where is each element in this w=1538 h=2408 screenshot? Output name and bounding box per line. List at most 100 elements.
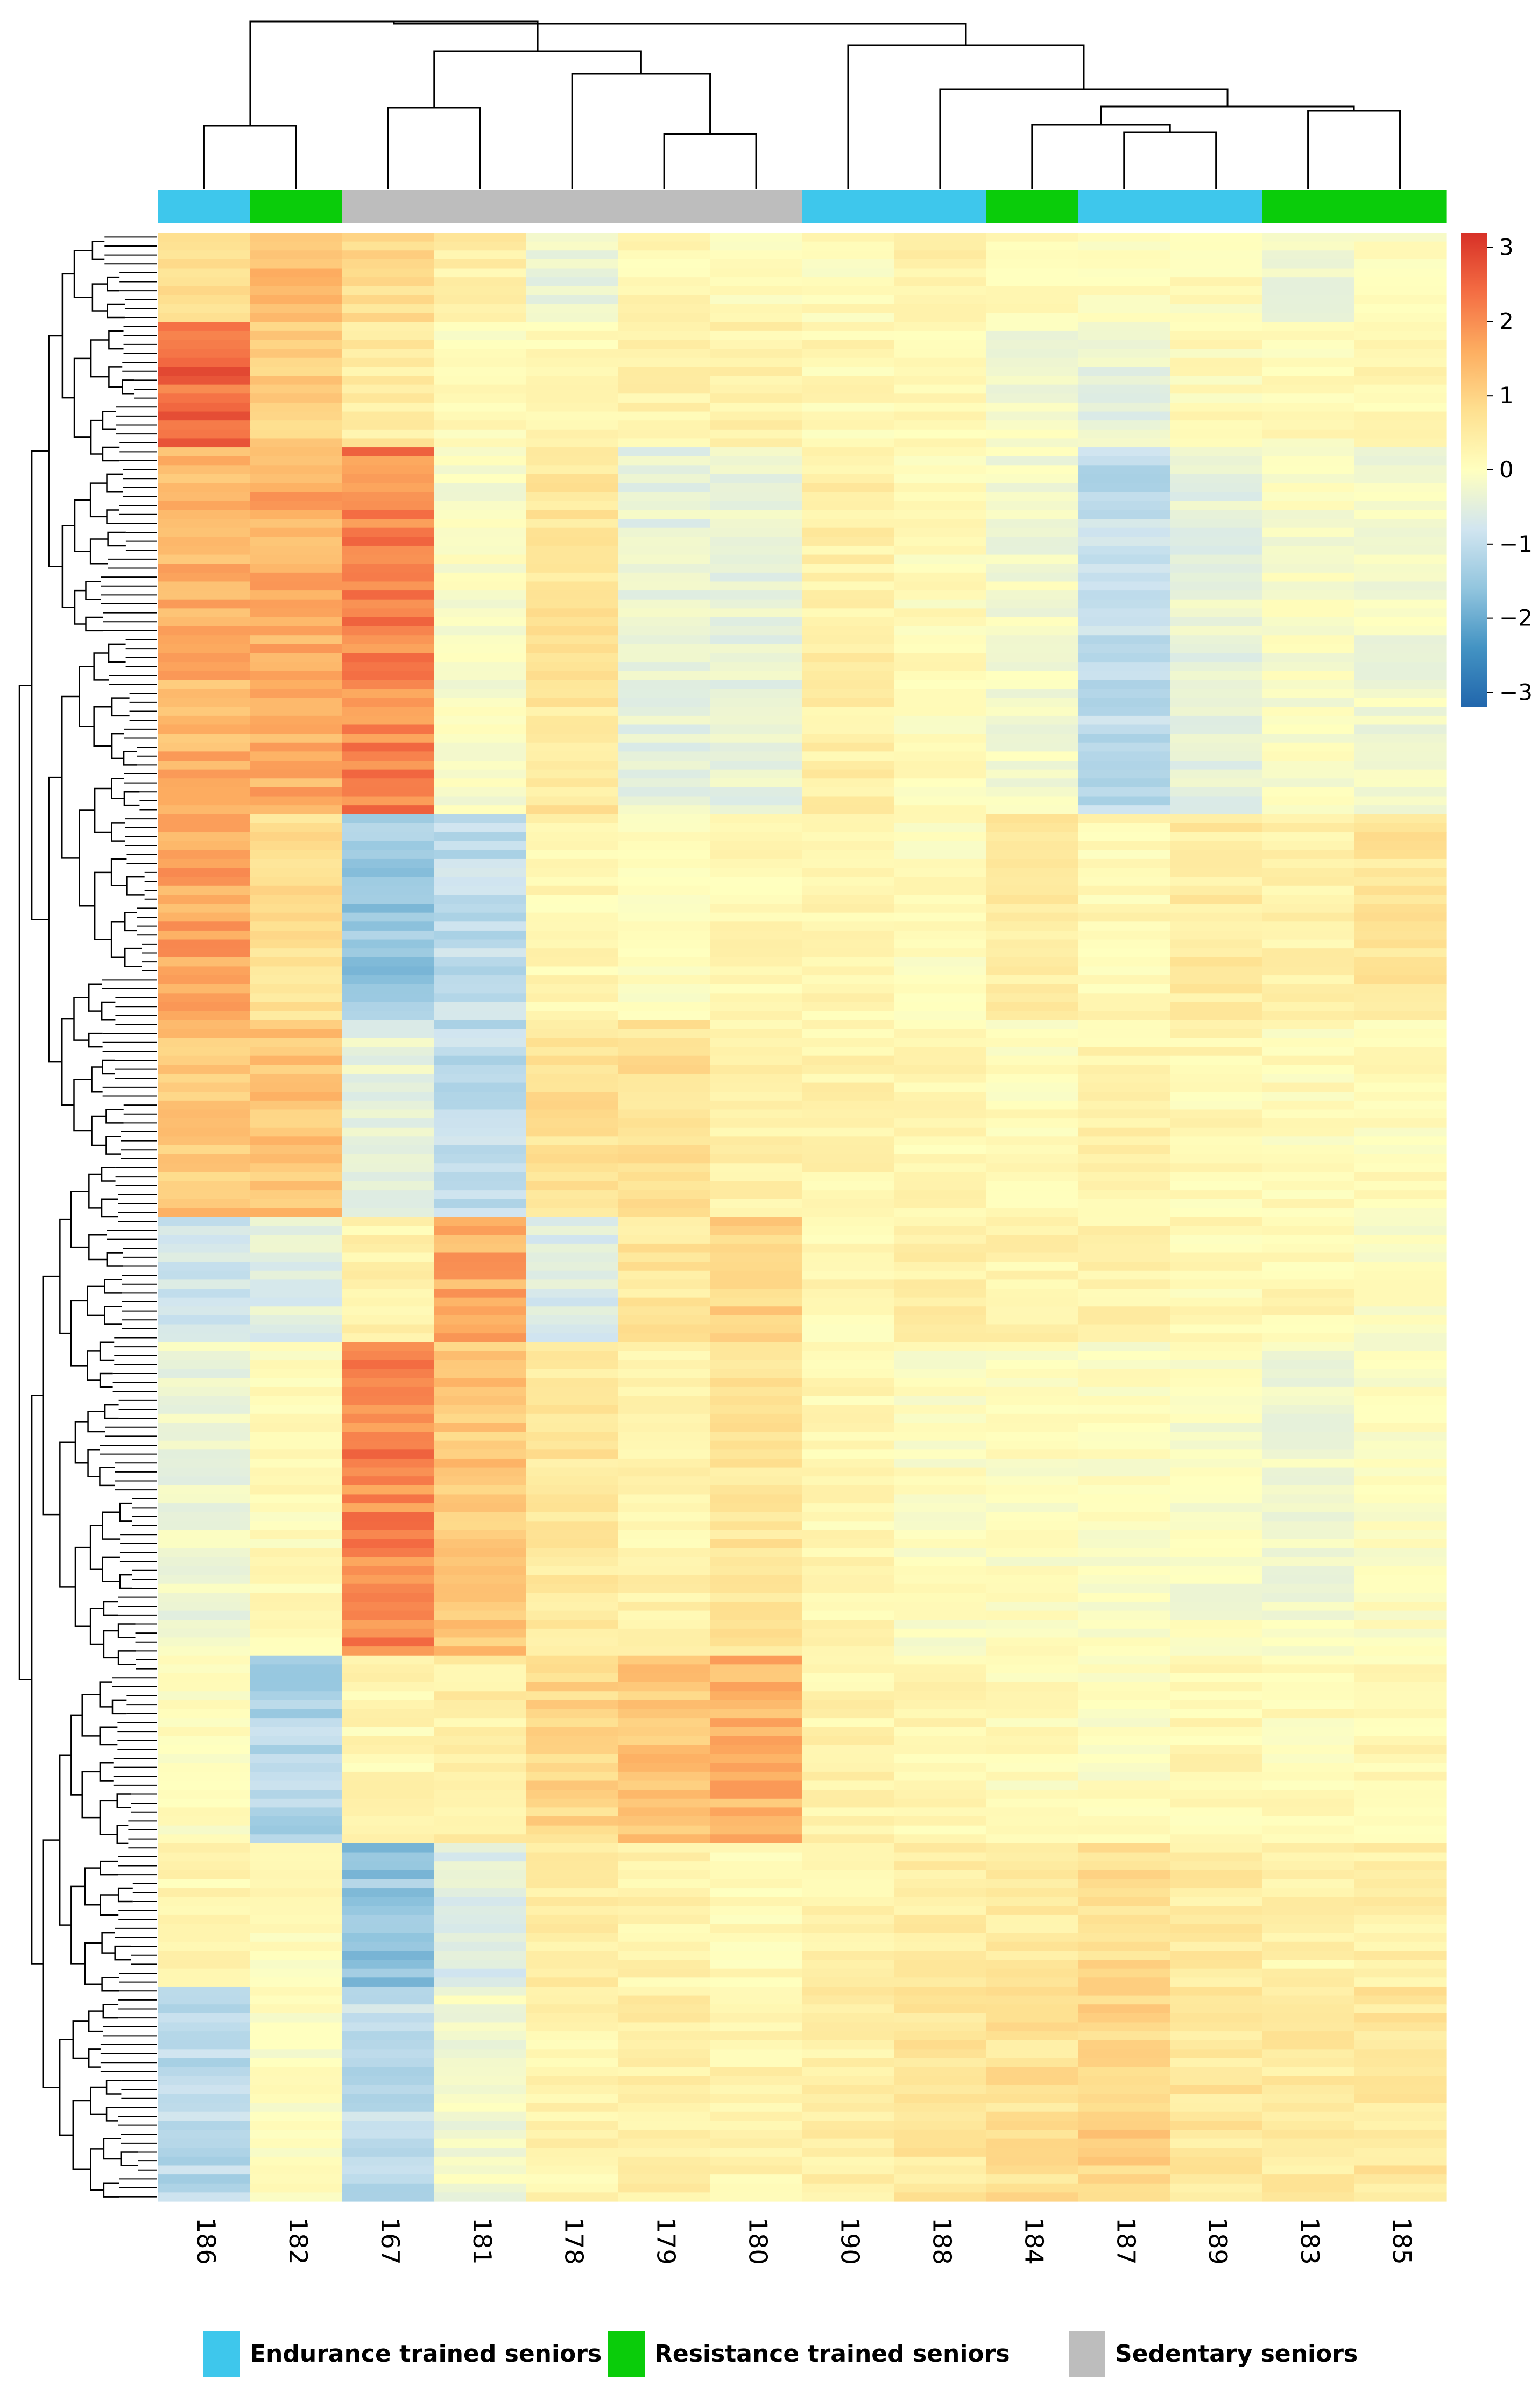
heatmap-cell bbox=[250, 519, 343, 529]
heatmap-cell bbox=[1078, 1771, 1170, 1782]
heatmap-cell bbox=[618, 1575, 711, 1585]
heatmap-cell bbox=[342, 1055, 435, 1065]
heatmap-cell bbox=[1354, 761, 1447, 770]
heatmap-cell bbox=[250, 1977, 343, 1987]
heatmap-cell bbox=[1170, 1306, 1262, 1316]
heatmap-cell bbox=[342, 1073, 435, 1083]
heatmap-cell bbox=[1262, 1870, 1354, 1880]
heatmap-cell bbox=[1078, 1252, 1170, 1262]
heatmap-cell bbox=[618, 268, 711, 278]
heatmap-cell bbox=[710, 564, 803, 573]
heatmap-cell bbox=[802, 975, 895, 985]
heatmap-cell bbox=[526, 1154, 619, 1164]
heatmap-cell bbox=[1078, 1100, 1170, 1110]
heatmap-cell bbox=[158, 2111, 251, 2121]
heatmap-cell bbox=[802, 1127, 895, 1137]
heatmap-cell bbox=[710, 1879, 803, 1889]
heatmap-cell bbox=[250, 1986, 343, 1996]
heatmap-cell bbox=[342, 599, 435, 609]
dendrogram-branch bbox=[939, 88, 1229, 189]
heatmap-cell bbox=[618, 1691, 711, 1701]
heatmap-cell bbox=[1354, 474, 1447, 484]
heatmap-cell bbox=[894, 376, 986, 385]
heatmap-cell bbox=[986, 1941, 1078, 1952]
heatmap-cell bbox=[342, 492, 435, 502]
heatmap-cell bbox=[1354, 1172, 1447, 1182]
heatmap-cell bbox=[1262, 1073, 1354, 1083]
heatmap-cell bbox=[1262, 2004, 1354, 2014]
heatmap-cell bbox=[434, 599, 527, 609]
heatmap-cell bbox=[526, 1423, 619, 1432]
heatmap-cell bbox=[710, 1181, 803, 1191]
heatmap-cell bbox=[250, 1199, 343, 1208]
heatmap-cell bbox=[894, 241, 986, 251]
heatmap-cell bbox=[1170, 456, 1262, 466]
heatmap-cell bbox=[1078, 1583, 1170, 1593]
heatmap-cell bbox=[986, 787, 1078, 797]
heatmap-cell bbox=[986, 1951, 1078, 1960]
heatmap-cell bbox=[802, 841, 895, 850]
heatmap-cell bbox=[618, 1127, 711, 1137]
heatmap-cell bbox=[342, 1888, 435, 1898]
heatmap-cell bbox=[250, 2111, 343, 2121]
heatmap-cell bbox=[250, 734, 343, 743]
heatmap-cell bbox=[894, 349, 986, 358]
heatmap-cell bbox=[1262, 858, 1354, 869]
heatmap-cell bbox=[1262, 2022, 1354, 2032]
heatmap-cell bbox=[526, 1289, 619, 1298]
heatmap-cell bbox=[342, 1879, 435, 1889]
heatmap-cell bbox=[434, 313, 527, 322]
heatmap-cell bbox=[158, 1127, 251, 1137]
heatmap-cell bbox=[1170, 1628, 1262, 1638]
heatmap-cell bbox=[1078, 2058, 1170, 2068]
dendrogram-branch bbox=[105, 2107, 118, 2122]
dendrogram-branch bbox=[61, 273, 75, 399]
heatmap-cell bbox=[986, 1109, 1078, 1119]
heatmap-cell bbox=[250, 993, 343, 1003]
heatmap-cell bbox=[526, 1861, 619, 1871]
heatmap-cell bbox=[894, 769, 986, 779]
heatmap-cell bbox=[434, 608, 527, 618]
heatmap-cell bbox=[250, 268, 343, 278]
dendrogram-branch bbox=[99, 1372, 113, 1388]
heatmap-cell bbox=[526, 1834, 619, 1844]
heatmap-cell bbox=[158, 1118, 251, 1128]
heatmap-cell bbox=[1262, 537, 1354, 546]
heatmap-cell bbox=[1078, 474, 1170, 484]
heatmap-cell bbox=[1262, 1262, 1354, 1271]
heatmap-cell bbox=[802, 2111, 895, 2121]
heatmap-cell bbox=[710, 1673, 803, 1683]
dendrogram-branch bbox=[249, 20, 539, 126]
heatmap-cell bbox=[1170, 2111, 1262, 2121]
heatmap-cell bbox=[710, 1065, 803, 1074]
heatmap-cell bbox=[342, 877, 435, 886]
heatmap-cell bbox=[894, 357, 986, 368]
heatmap-cell bbox=[526, 1673, 619, 1683]
heatmap-cell bbox=[710, 707, 803, 716]
heatmap-cell bbox=[1354, 1440, 1447, 1450]
heatmap-cell bbox=[1262, 832, 1354, 842]
heatmap-cell bbox=[618, 1145, 711, 1155]
heatmap-cell bbox=[1078, 688, 1170, 699]
heatmap-cell bbox=[1078, 1092, 1170, 1101]
heatmap-cell bbox=[1262, 814, 1354, 823]
heatmap-cell bbox=[986, 1870, 1078, 1880]
heatmap-cell bbox=[434, 474, 527, 484]
sample-label: 178 bbox=[560, 2217, 589, 2265]
heatmap-cell bbox=[526, 984, 619, 994]
heatmap-cell bbox=[1078, 1306, 1170, 1316]
heatmap-cell bbox=[1078, 1172, 1170, 1182]
heatmap-cell bbox=[710, 438, 803, 448]
heatmap-cell bbox=[1078, 1503, 1170, 1513]
heatmap-cell bbox=[802, 1342, 895, 1352]
heatmap-cell bbox=[1170, 1951, 1262, 1960]
heatmap-cell bbox=[1354, 715, 1447, 726]
heatmap-cell bbox=[1262, 1011, 1354, 1020]
heatmap-cell bbox=[986, 1977, 1078, 1987]
heatmap-cell bbox=[710, 1709, 803, 1719]
heatmap-cell bbox=[710, 1386, 803, 1397]
heatmap-cell bbox=[1078, 1521, 1170, 1531]
dendrogram-branch bbox=[18, 685, 32, 1680]
heatmap-cell bbox=[1170, 1235, 1262, 1244]
heatmap-cell bbox=[710, 2111, 803, 2121]
